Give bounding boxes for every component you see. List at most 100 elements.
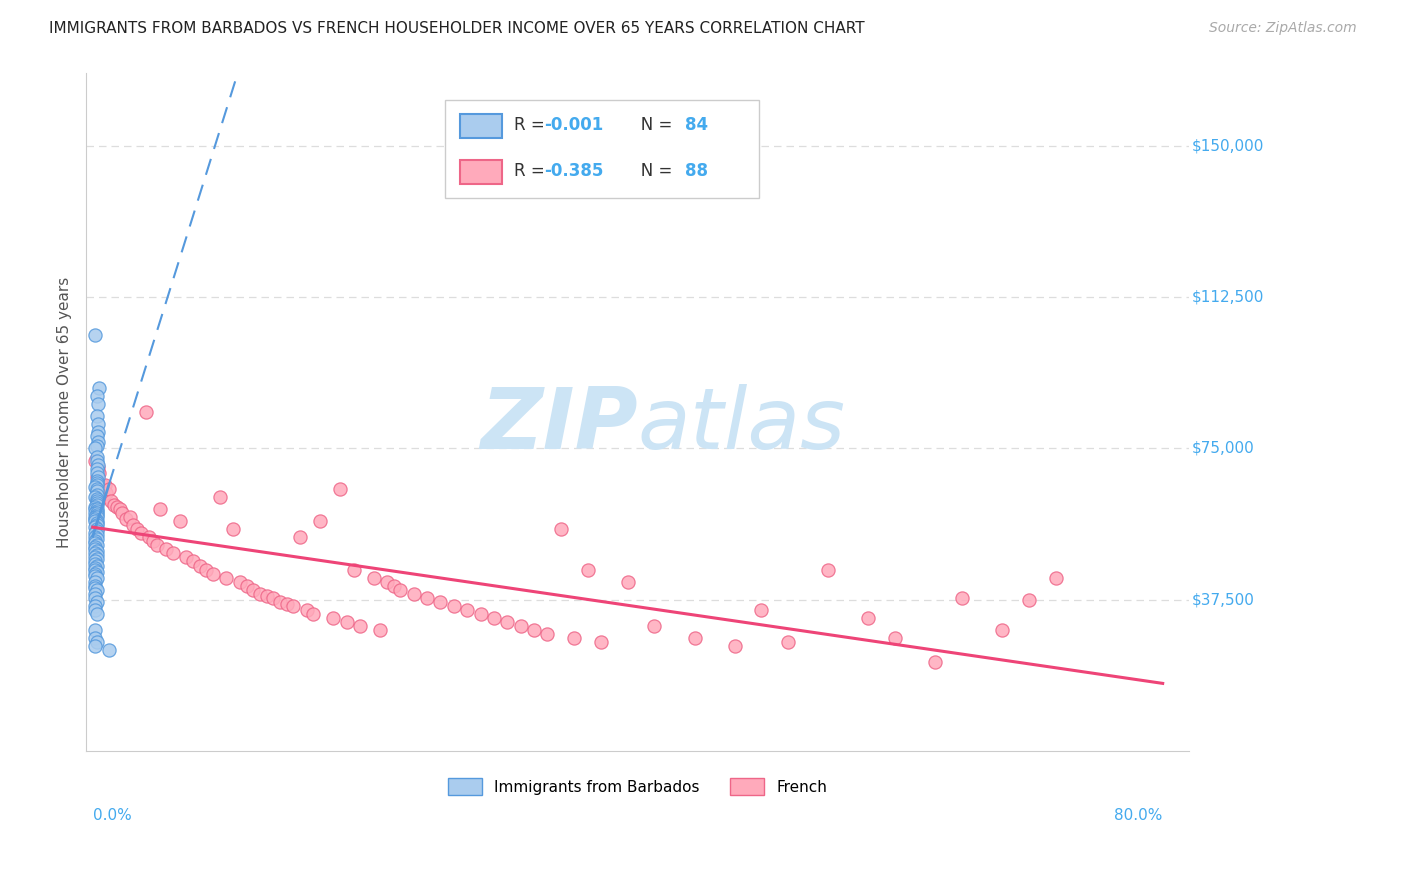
Point xyxy=(142,534,165,549)
Point xyxy=(86,544,108,558)
Point xyxy=(84,591,107,605)
Point xyxy=(86,491,108,506)
Point xyxy=(470,607,492,621)
Point xyxy=(135,405,157,419)
Point xyxy=(496,615,519,629)
Point xyxy=(176,550,198,565)
Point xyxy=(87,425,110,440)
Point xyxy=(84,506,107,520)
Point xyxy=(84,603,107,617)
Point xyxy=(363,571,385,585)
Point xyxy=(562,631,585,645)
Point xyxy=(84,557,107,571)
Point xyxy=(924,656,946,670)
Point xyxy=(87,397,110,411)
Point xyxy=(97,643,120,657)
Text: Source: ZipAtlas.com: Source: ZipAtlas.com xyxy=(1209,21,1357,36)
Point xyxy=(86,494,108,508)
Point xyxy=(108,502,131,516)
Point xyxy=(84,500,107,514)
Point xyxy=(97,482,120,496)
Point xyxy=(86,450,108,464)
Point xyxy=(86,496,108,510)
Point xyxy=(89,381,111,395)
Point xyxy=(86,504,108,518)
Point xyxy=(86,483,108,498)
Text: -0.385: -0.385 xyxy=(544,162,603,180)
Point xyxy=(536,627,558,641)
Point xyxy=(149,502,172,516)
Y-axis label: Householder Income Over 65 years: Householder Income Over 65 years xyxy=(58,277,72,548)
Point xyxy=(84,542,107,557)
Text: $150,000: $150,000 xyxy=(1192,138,1264,153)
Point xyxy=(84,490,107,504)
Point xyxy=(86,514,108,528)
Point xyxy=(429,595,451,609)
Point xyxy=(382,579,405,593)
Point xyxy=(86,453,108,467)
Point xyxy=(86,533,108,547)
Point xyxy=(288,530,311,544)
Point xyxy=(84,442,107,456)
Point xyxy=(86,571,108,585)
Point xyxy=(86,549,108,563)
Text: ZIP: ZIP xyxy=(479,384,638,467)
Point xyxy=(84,579,107,593)
Point xyxy=(84,546,107,560)
Point xyxy=(86,516,108,530)
Point xyxy=(86,538,108,552)
Point xyxy=(86,474,108,488)
Point xyxy=(262,591,284,605)
Point xyxy=(86,477,108,491)
Point xyxy=(84,502,107,516)
Point xyxy=(84,623,107,637)
Point xyxy=(208,490,231,504)
Point xyxy=(86,582,108,597)
Text: N =: N = xyxy=(624,116,678,134)
Text: IMMIGRANTS FROM BARBADOS VS FRENCH HOUSEHOLDER INCOME OVER 65 YEARS CORRELATION : IMMIGRANTS FROM BARBADOS VS FRENCH HOUSE… xyxy=(49,21,865,37)
Point xyxy=(295,603,318,617)
Point xyxy=(86,498,108,512)
Point xyxy=(103,498,125,512)
Text: 80.0%: 80.0% xyxy=(1115,808,1163,822)
Point xyxy=(125,522,148,536)
Point xyxy=(93,490,115,504)
Point xyxy=(84,631,107,645)
Text: 84: 84 xyxy=(685,116,709,134)
Point xyxy=(86,595,108,609)
Point xyxy=(84,566,107,581)
Point xyxy=(155,542,177,557)
Point xyxy=(283,599,305,613)
Point xyxy=(778,635,800,649)
Text: R =: R = xyxy=(515,116,550,134)
Point xyxy=(111,506,134,520)
Point xyxy=(84,563,107,577)
Point xyxy=(87,417,110,432)
Point xyxy=(991,623,1014,637)
Point xyxy=(523,623,546,637)
Point xyxy=(1045,571,1067,585)
Point xyxy=(87,458,110,472)
Point xyxy=(249,587,271,601)
Point xyxy=(86,482,108,496)
Point xyxy=(84,512,107,526)
Point xyxy=(188,558,211,573)
Point xyxy=(195,563,218,577)
Point xyxy=(84,599,107,613)
Point xyxy=(84,480,107,494)
Point xyxy=(84,328,107,343)
Point xyxy=(86,502,108,516)
Point xyxy=(84,514,107,528)
Point xyxy=(84,640,107,654)
Point xyxy=(86,510,108,524)
Point xyxy=(509,619,531,633)
Point xyxy=(86,461,108,475)
Point xyxy=(242,582,264,597)
Point xyxy=(86,506,108,520)
Point xyxy=(550,522,572,536)
Point xyxy=(256,589,278,603)
Point xyxy=(402,587,425,601)
Text: $75,000: $75,000 xyxy=(1192,441,1256,456)
Point xyxy=(115,512,138,526)
Point xyxy=(86,552,108,566)
